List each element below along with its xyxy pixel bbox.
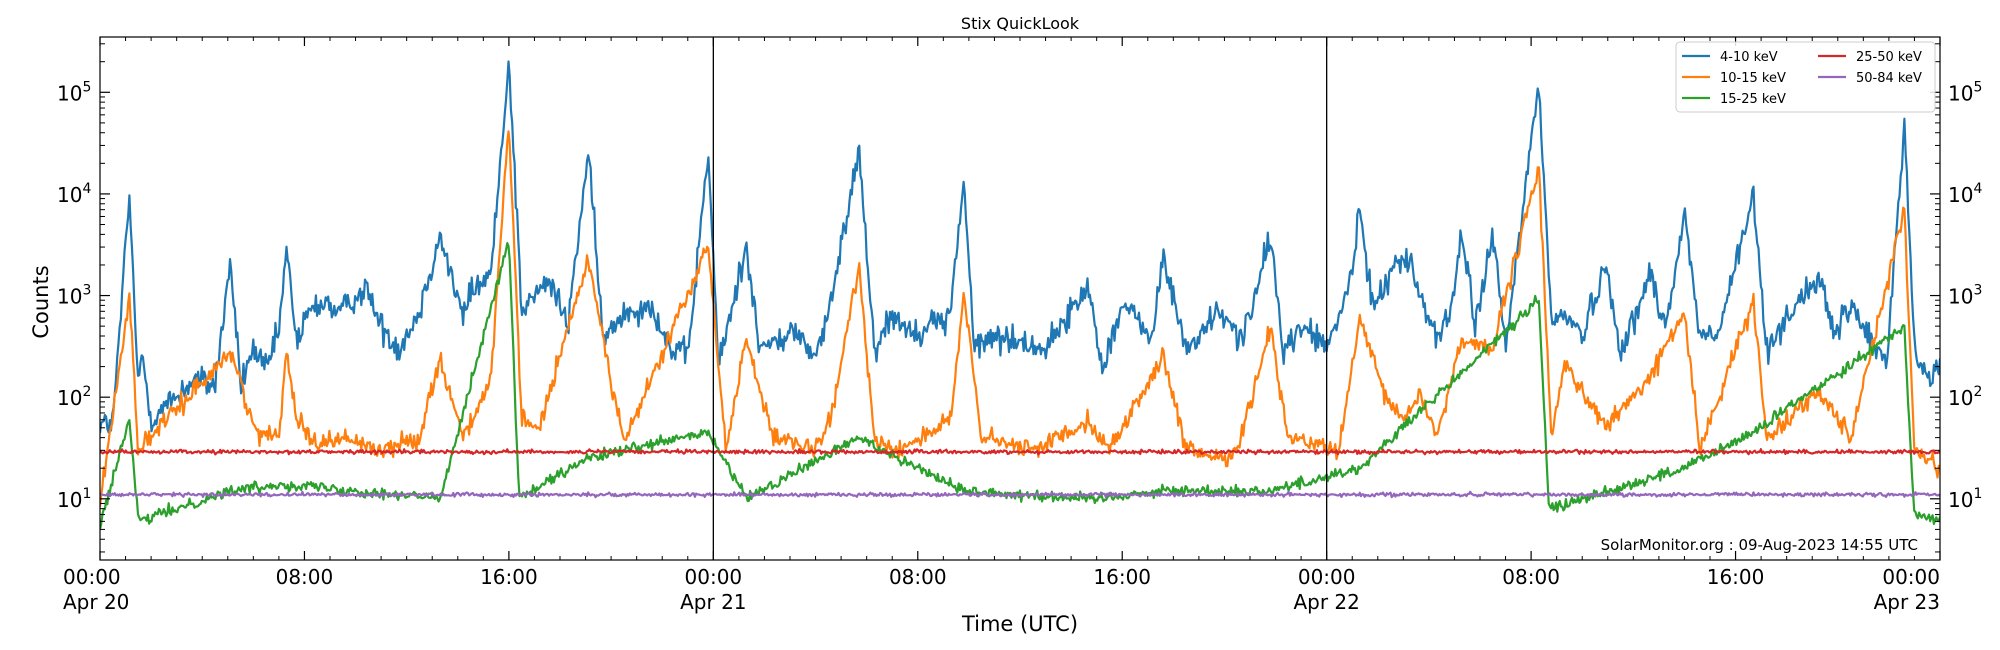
legend-label-4-10-kev: 4-10 keV [1720,50,1778,65]
y-tick-label-right: 101 [1948,486,1982,512]
x-tick-date-label: Apr 23 [1874,590,1940,614]
series-line-10-15-kev [100,130,1940,508]
series-line-15-25-kev [100,242,1940,530]
chart-title: Stix QuickLook [961,14,1080,33]
y-tick-label-left: 101 [57,486,91,512]
legend-label-25-50-kev: 25-50 keV [1856,50,1922,65]
y-tick-label-left: 105 [57,79,91,105]
y-tick-label-right: 102 [1948,384,1982,410]
day-boundary-lines [712,37,1328,560]
x-tick-label: 00:00 [63,565,121,589]
x-tick-label: 16:00 [1707,565,1765,589]
x-tick-label: 08:00 [1502,565,1560,589]
y-tick-label-left: 102 [57,384,91,410]
series-line-25-50-kev [100,448,1940,456]
x-tick-label: 00:00 [1298,565,1356,589]
legend-label-50-84-kev: 50-84 keV [1856,71,1922,86]
legend-label-10-15-kev: 10-15 keV [1720,71,1786,86]
y-tick-label-left: 104 [57,181,91,207]
series-line-50-84-kev [100,490,1940,499]
x-tick-label: 08:00 [276,565,334,589]
x-tick-label: 00:00 [685,565,743,589]
y-tick-label-right: 105 [1948,79,1982,105]
legend-box [1675,41,1936,113]
credit-text: SolarMonitor.org : 09-Aug-2023 14:55 UTC [1601,536,1918,554]
x-tick-label: 08:00 [889,565,947,589]
x-tick-label: 00:00 [1882,565,1940,589]
y-axis-label: Counts [29,265,53,338]
x-tick-date-label: Apr 20 [63,590,129,614]
x-tick-label: 16:00 [480,565,538,589]
y-axis: 101 101 102 102 103 103 104 104 105 105 [57,43,1982,553]
series-line-4-10-kev [100,60,1940,434]
legend: 4-10 keV 10-15 keV 15-25 keV 25-50 keV 50-84… [1675,41,1936,113]
x-tick-label: 16:00 [1093,565,1151,589]
y-tick-label-left: 103 [57,283,91,309]
y-tick-label-right: 103 [1948,283,1982,309]
x-axis-label: Time (UTC) [961,612,1078,636]
legend-label-15-25-kev: 15-25 keV [1720,92,1786,107]
x-tick-date-label: Apr 21 [680,590,746,614]
x-tick-date-label: Apr 22 [1293,590,1359,614]
y-tick-label-right: 104 [1948,181,1982,207]
series-lines [100,60,1940,530]
